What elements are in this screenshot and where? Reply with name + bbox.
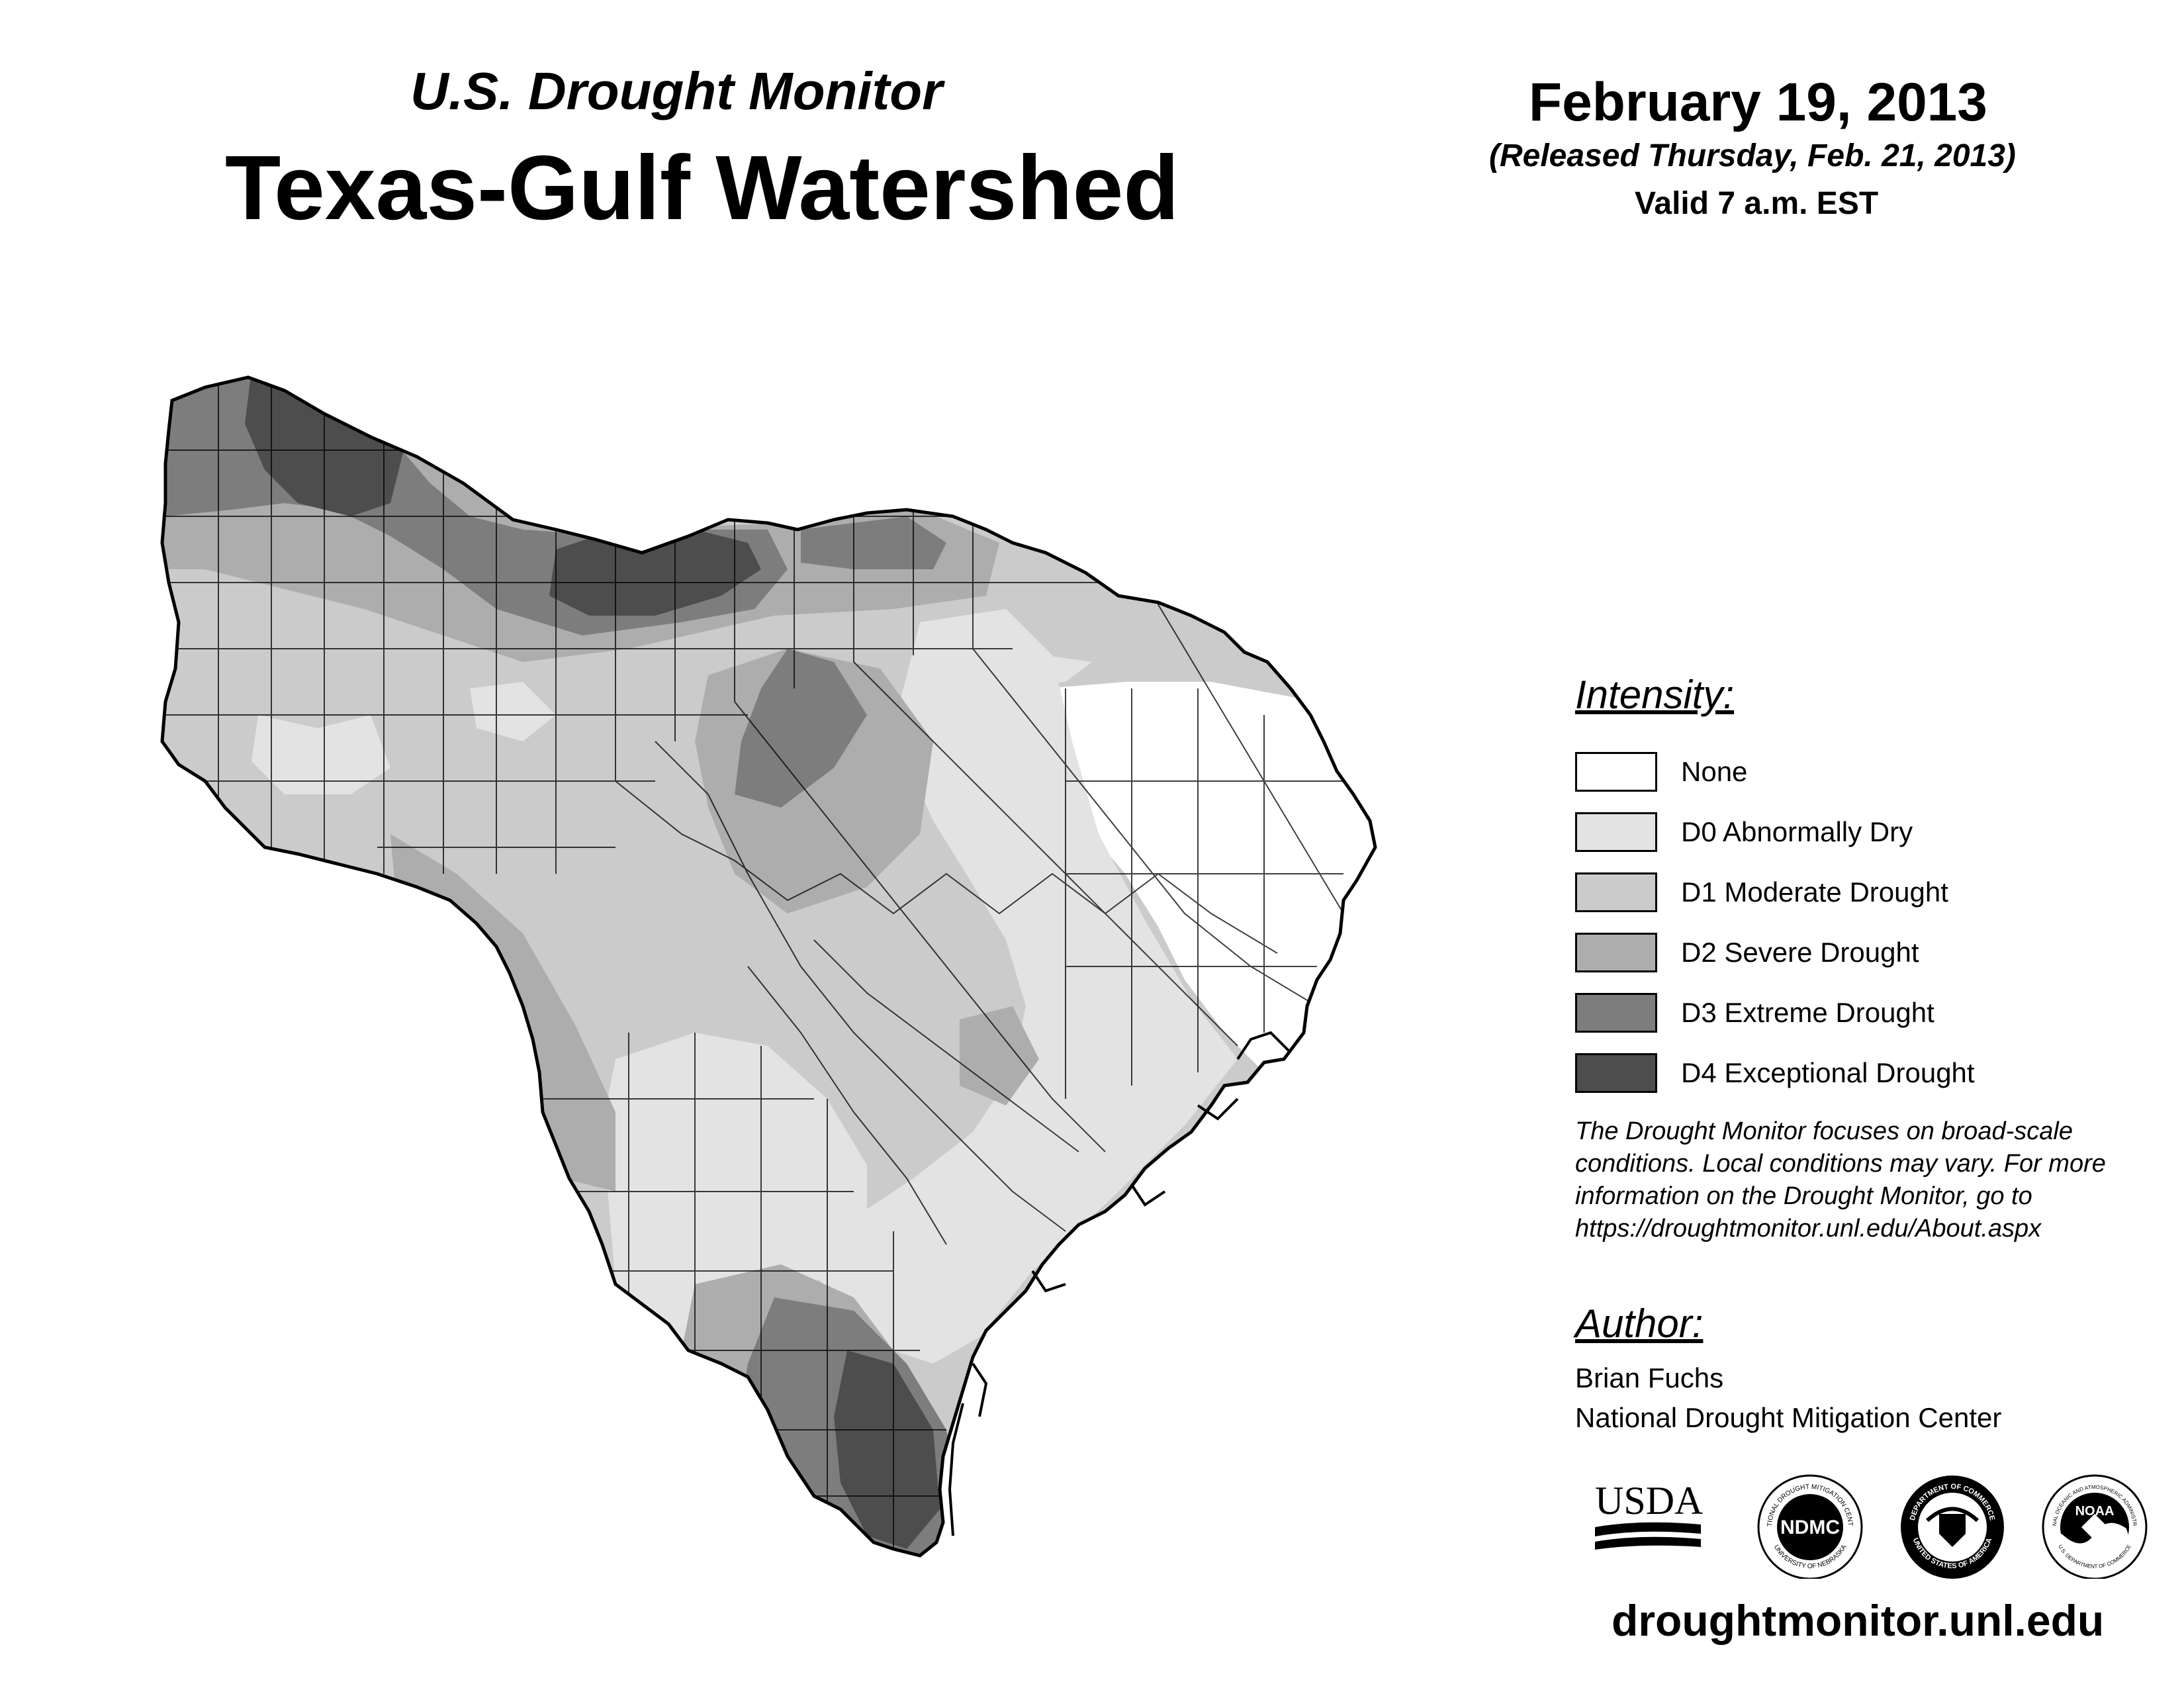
- map-date: February 19, 2013: [1529, 72, 1987, 132]
- author-name: Brian Fuchs: [1575, 1362, 1724, 1393]
- legend-item-d4: D4 Exceptional Drought: [1575, 1043, 2171, 1103]
- legend-label-none: None: [1681, 755, 1748, 787]
- legend-item-d3: D3 Extreme Drought: [1575, 982, 2171, 1043]
- legend-label-d3: D3 Extreme Drought: [1681, 996, 1934, 1028]
- valid-time: Valid 7 a.m. EST: [1635, 186, 1879, 221]
- watershed-map: [152, 371, 1443, 1602]
- map-subtitle: U.S. Drought Monitor: [410, 62, 943, 120]
- partner-logos: USDA NDMC NATIONAL DROUGHT MITIGATION CE…: [1595, 1474, 2148, 1579]
- disclaimer-text: The Drought Monitor focuses on broad-sca…: [1575, 1117, 2106, 1243]
- author-heading: Author:: [1575, 1301, 1704, 1346]
- ndmc-logo-text: NDMC: [1780, 1517, 1840, 1538]
- ndmc-logo: NDMC NATIONAL DROUGHT MITIGATION CENTER …: [1757, 1474, 1863, 1579]
- release-note: (Released Thursday, Feb. 21, 2013): [1489, 138, 2016, 173]
- legend-swatch-d0: [1575, 812, 1657, 852]
- legend-swatch-d1: [1575, 872, 1657, 912]
- website-url: droughtmonitor.unl.edu: [1612, 1596, 2105, 1645]
- legend-swatch-d3: [1575, 992, 1657, 1033]
- legend: Intensity: None D0 Abnormally Dry D1 Mod…: [1575, 672, 2171, 1103]
- legend-item-none: None: [1575, 741, 2171, 802]
- legend-label-d1: D1 Moderate Drought: [1681, 876, 1948, 908]
- legend-swatch-d4: [1575, 1053, 1657, 1093]
- noaa-logo-text: NOAA: [2075, 1504, 2115, 1519]
- legend-heading: Intensity:: [1575, 673, 1735, 717]
- doc-seal-logo: DEPARTMENT OF COMMERCE UNITED STATES OF …: [1901, 1476, 2004, 1579]
- legend-item-d2: D2 Severe Drought: [1575, 922, 2171, 982]
- legend-label-d2: D2 Severe Drought: [1681, 936, 1919, 968]
- legend-item-d1: D1 Moderate Drought: [1575, 862, 2171, 922]
- usda-logo: USDA: [1595, 1479, 1703, 1550]
- legend-label-d4: D4 Exceptional Drought: [1681, 1056, 1975, 1088]
- author-organization: National Drought Mitigation Center: [1575, 1402, 2002, 1433]
- usda-logo-text: USDA: [1595, 1479, 1703, 1523]
- legend-swatch-none: [1575, 751, 1657, 792]
- legend-label-d0: D0 Abnormally Dry: [1681, 816, 1913, 847]
- legend-item-d0: D0 Abnormally Dry: [1575, 802, 2171, 862]
- noaa-logo: NOAA NATIONAL OCEANIC AND ATMOSPHERIC AD…: [2042, 1474, 2148, 1579]
- map-title: Texas-Gulf Watershed: [225, 137, 1179, 239]
- legend-swatch-d2: [1575, 932, 1657, 972]
